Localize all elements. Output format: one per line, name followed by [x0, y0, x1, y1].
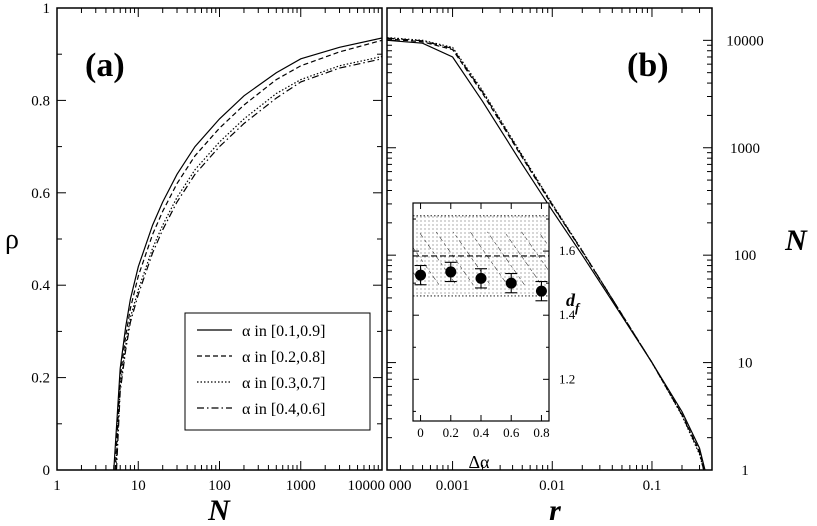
b-series-line-3: [386, 37, 705, 471]
a-xtick-label: 1: [53, 478, 61, 494]
inset-xtick-label: 0.6: [503, 425, 520, 440]
a-series-line-2: [114, 39, 383, 471]
b-series-line-1: [386, 39, 706, 471]
inset-point: [445, 266, 457, 278]
panel-b-frame: [386, 7, 713, 471]
legend: α in [0.1,0.9] α in [0.2,0.8] α in [0.3,…: [184, 312, 371, 431]
legend-box: [184, 312, 371, 431]
inset-ytick-label: 1.4: [559, 307, 576, 322]
inset-point: [475, 272, 487, 284]
a-xtick-label: 100: [208, 478, 231, 494]
a-series-line-1: [113, 37, 383, 471]
legend-entry-4: α in [0.4,0.6]: [242, 401, 325, 418]
a-series-line-4: [115, 58, 383, 471]
panel-b-ticks: 0.001 0.01 0.1 000 1 10 100 1000 10000: [387, 8, 764, 494]
panel-a-tag: (a): [85, 47, 125, 84]
b-series-line-2: [386, 38, 705, 471]
panel-a: 1 10 100 1000 10000 0 0.2 0.4 0.6 0.8 1 (a) N ρ α …: [5, 1, 385, 526]
inset-ytick-label: 1.6: [559, 243, 576, 258]
panel-a-xlabel: N: [207, 494, 231, 526]
b-ytick-label: 10: [738, 356, 753, 372]
a-xtick-label: 10000: [348, 478, 386, 494]
b-xtick-label: 0.1: [643, 478, 662, 494]
inset-point: [415, 269, 427, 281]
inset-ylabel-sub: f: [575, 300, 581, 315]
inset-ytick-label: 1.2: [559, 371, 575, 386]
a-ytick-label: 0.2: [31, 371, 50, 387]
a-ytick-label: 0.4: [31, 278, 50, 294]
panel-b: 0.001 0.01 0.1 000 1 10 100 1000 10000 (b) r N 0…: [386, 7, 808, 526]
inset-point: [535, 285, 547, 297]
legend-entry-2: α in [0.2,0.8]: [242, 349, 325, 366]
panel-b-series: [386, 37, 706, 471]
b-ytick-label: 10000: [726, 33, 764, 49]
a-xtick-label: 1000: [286, 478, 316, 494]
inset-xlabel: Δα: [468, 452, 490, 472]
a-xtick-label: 10: [131, 478, 146, 494]
panel-a-ylabel: ρ: [5, 224, 19, 255]
a-ytick-label: 0.8: [31, 93, 50, 109]
a-ytick-label: 0: [43, 463, 51, 479]
inset-point: [505, 277, 517, 289]
inset-points: [414, 261, 548, 302]
panel-a-series: [113, 37, 383, 471]
inset: 0 0.2 0.4 0.6 0.8 1.2 1.4 1.6 Δα df: [412, 202, 581, 472]
legend-entry-1: α in [0.1,0.9]: [242, 323, 325, 340]
inset-ylabel-main: d: [566, 290, 576, 310]
inset-xtick-label: 0.4: [473, 425, 490, 440]
b-ytick-label: 1: [741, 463, 749, 479]
panel-b-xlabel: r: [549, 494, 561, 526]
legend-entry-3: α in [0.3,0.7]: [242, 375, 325, 392]
b-xtick-edge-label: 000: [389, 478, 412, 494]
b-xtick-label: 0.001: [436, 478, 470, 494]
b-xtick-label: 0.01: [539, 478, 565, 494]
inset-xtick-label: 0: [417, 425, 424, 440]
inset-ticks: 0 0.2 0.4 0.6 0.8 1.2 1.4 1.6: [413, 203, 576, 440]
inset-xtick-label: 0.2: [443, 425, 459, 440]
inset-ylabel: df: [566, 290, 581, 315]
panel-b-tag: (b): [627, 47, 669, 84]
a-ytick-label: 1: [43, 1, 51, 17]
b-ytick-label: 100: [734, 248, 757, 264]
panel-b-ylabel: N: [784, 224, 808, 257]
b-series-line-4: [386, 37, 705, 471]
b-ytick-label: 1000: [730, 141, 760, 157]
inset-xtick-label: 0.8: [533, 425, 549, 440]
a-ytick-label: 0.6: [31, 186, 50, 202]
panel-a-ticks: 1 10 100 1000 10000 0 0.2 0.4 0.6 0.8 1: [31, 1, 385, 494]
